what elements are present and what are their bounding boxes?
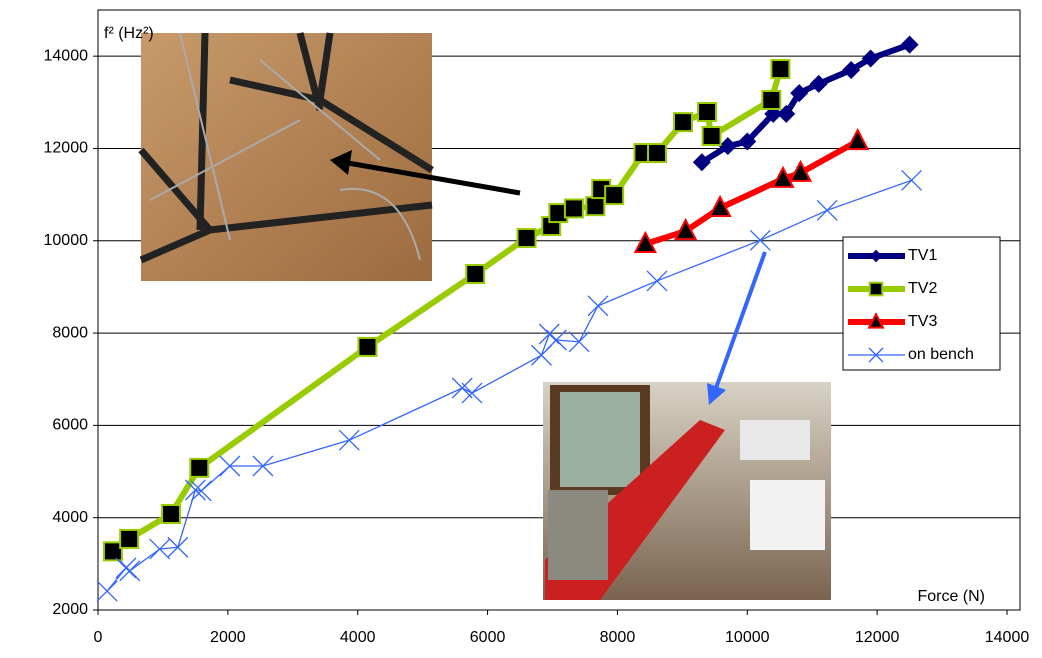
marker [149,538,171,560]
marker [633,230,658,253]
photo-bench [543,382,831,600]
marker [119,560,141,582]
marker [749,229,771,251]
marker [465,264,486,284]
marker [587,295,609,317]
series-line [700,41,911,165]
y-axis-title: f² (Hz²) [104,25,154,42]
y-tick-label: 4000 [52,509,88,526]
x-tick-label: 6000 [470,629,506,646]
series-1 [102,59,791,562]
series-3 [96,169,923,602]
marker [338,429,360,451]
series-layer [96,35,923,602]
marker [770,59,791,80]
y-tick-label: 2000 [52,601,88,618]
marker [461,382,483,404]
marker [673,217,698,241]
series-0 [692,35,919,172]
marker [900,35,919,54]
marker [842,61,861,79]
y-tick-label: 12000 [44,140,89,157]
legend-label: TV2 [908,280,937,297]
marker [718,137,737,156]
marker [545,329,567,351]
marker [184,479,206,501]
marker [357,336,378,357]
marker [604,185,625,206]
marker [119,528,140,549]
photo-tensegrity [138,32,434,281]
x-tick-label: 12000 [855,629,900,646]
marker [563,198,584,219]
marker [790,84,809,103]
marker [738,132,757,151]
y-tick-label: 8000 [52,324,88,341]
marker [102,541,123,562]
marker [809,74,828,93]
legend-marker [868,281,884,297]
marker [252,455,274,477]
x-tick-label: 0 [94,629,103,646]
annotation-arrows [330,150,767,405]
marker [167,536,189,558]
marker [189,457,210,478]
legend-marker [869,249,883,263]
marker [777,104,796,123]
marker [96,580,118,602]
legend-marker [867,312,885,329]
marker [692,153,711,172]
series-2 [633,127,870,253]
marker [568,331,590,353]
marker [516,228,537,248]
marker [901,169,923,191]
marker [846,127,870,151]
x-tick-label: 8000 [600,629,636,646]
marker [161,504,182,524]
marker [451,377,473,399]
marker [697,102,718,122]
x-tick-label: 10000 [725,629,770,646]
series-line [644,138,860,247]
legend-label: TV3 [908,313,937,330]
marker [647,143,668,164]
marker [701,126,722,146]
marker [585,196,606,217]
x-tick-label: 14000 [985,629,1030,646]
x-axis-title: Force (N) [917,588,985,605]
y-tick-label: 6000 [52,417,88,434]
marker [788,159,813,182]
marker [190,480,212,502]
x-tick-label: 4000 [340,629,376,646]
x-tick-label: 2000 [210,629,246,646]
legend-label: TV1 [908,247,937,264]
marker [646,270,668,292]
marker [761,90,782,110]
legend-entries: TV1 TV2 TV3 on bench [848,247,974,363]
marker [771,165,795,188]
marker [708,194,732,217]
marker [673,112,694,133]
legend-marker [868,347,884,363]
y-tick-label: 14000 [44,47,89,64]
legend-label: on bench [908,346,974,363]
marker [861,49,880,68]
marker [219,455,241,477]
marker [115,557,137,579]
y-tick-label: 10000 [44,232,89,249]
marker [816,199,838,221]
